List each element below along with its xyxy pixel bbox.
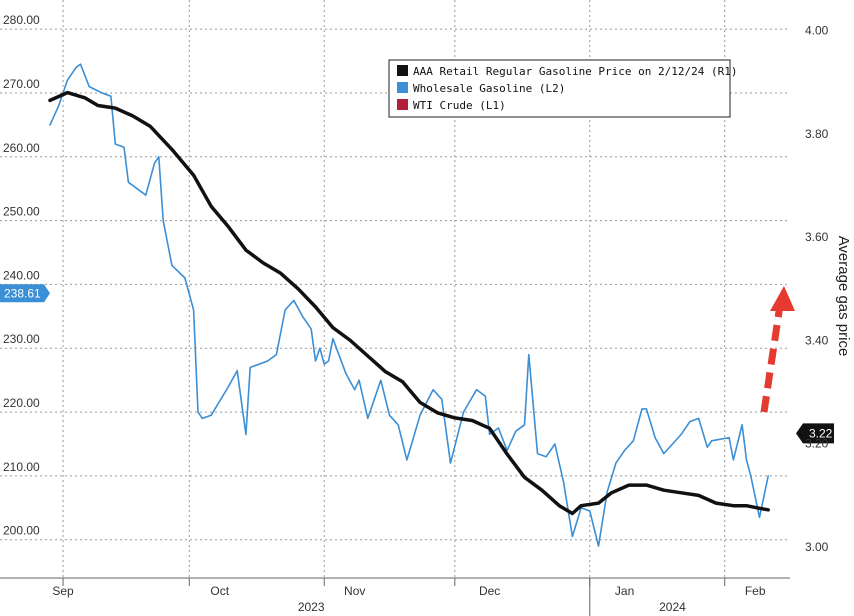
legend-swatch-wti [397, 99, 408, 110]
x-month-label: Feb [745, 584, 766, 598]
series-line-retail [48, 90, 770, 516]
legend-swatch-retail [397, 65, 408, 76]
annotations: 238.61 3.22 [0, 284, 834, 444]
series-line-wholesale [49, 63, 770, 547]
last-value-tag-retail [796, 423, 834, 444]
left-tick-label: 250.00 [3, 205, 40, 219]
right-tick-label: 3.80 [805, 127, 829, 141]
last-value-text-retail: 3.22 [809, 426, 833, 440]
right-tick-label: 3.40 [805, 333, 829, 347]
last-value-tag-wholesale [0, 284, 50, 303]
x-month-label: Jan [615, 584, 634, 598]
legend-swatch-wholesale [397, 82, 408, 93]
left-tick-label: 270.00 [3, 77, 40, 91]
x-year-label: 2024 [659, 600, 686, 614]
x-axis: Sep Oct Nov Dec Jan Feb 2023 2024 [0, 577, 790, 616]
legend-label-wti: WTI Crude (L1) [413, 99, 506, 112]
left-tick-label: 230.00 [3, 332, 40, 346]
x-month-label: Sep [52, 584, 74, 598]
legend-label-retail: AAA Retail Regular Gasoline Price on 2/1… [413, 65, 738, 78]
series-layer [48, 63, 770, 547]
right-axis-title: Average gas price [835, 236, 852, 357]
left-tick-label: 210.00 [3, 460, 40, 474]
up-arrow-head [770, 286, 795, 311]
left-tick-label: 260.00 [3, 141, 40, 155]
left-tick-label: 220.00 [3, 396, 40, 410]
last-value-text-wholesale: 238.61 [4, 286, 41, 300]
left-tick-label: 280.00 [3, 13, 40, 27]
y-axis-labels: 200.00 210.00 220.00 230.00 240.00 250.00 260.… [3, 13, 829, 554]
up-arrow-shaft [760, 304, 784, 413]
legend-label-wholesale: Wholesale Gasoline (L2) [413, 82, 565, 95]
right-tick-label: 4.00 [805, 24, 829, 38]
legend: AAA Retail Regular Gasoline Price on 2/1… [388, 59, 738, 118]
left-tick-label: 240.00 [3, 268, 40, 282]
x-year-label: 2023 [298, 600, 325, 614]
left-tick-label: 200.00 [3, 524, 40, 538]
right-tick-label: 3.60 [805, 230, 829, 244]
right-tick-label: 3.00 [805, 540, 829, 554]
right-tick-label: 3.20 [805, 437, 829, 451]
legend-box [388, 59, 731, 118]
x-month-label: Dec [479, 584, 500, 598]
x-month-label: Nov [344, 584, 365, 598]
x-month-label: Oct [210, 584, 229, 598]
